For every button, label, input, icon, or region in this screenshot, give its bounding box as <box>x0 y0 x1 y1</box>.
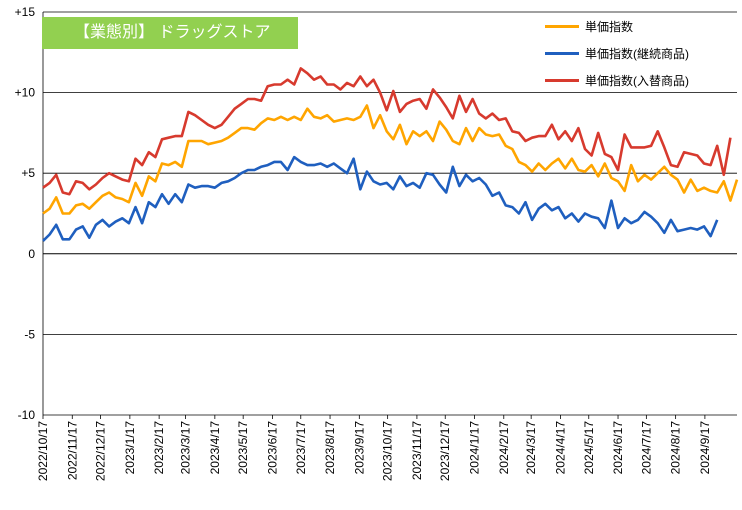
legend-label-continuing: 単価指数(継続商品) <box>585 46 689 61</box>
x-tick-label: 2024/9/17 <box>698 421 712 475</box>
y-tick-labels: +15 +10 +5 0 -5 -10 <box>15 5 36 422</box>
x-tick-label: 2024/4/17 <box>553 421 567 475</box>
legend-label-unit-price: 単価指数 <box>585 19 634 34</box>
x-tick-label: 2023/5/17 <box>236 421 250 475</box>
series-line-0 <box>42 104 739 215</box>
x-tick-label: 2024/1/17 <box>468 421 482 475</box>
legend-item-continuing: 単価指数(継続商品) <box>545 41 689 65</box>
x-tick-label: 2023/7/17 <box>294 421 308 475</box>
x-tick-label: 2023/10/17 <box>381 421 395 481</box>
x-tick-label: 2023/12/17 <box>438 421 452 481</box>
x-tick-label: 2023/8/17 <box>323 421 337 475</box>
x-tick-label: 2022/12/17 <box>94 421 108 481</box>
legend-item-unit-price: 単価指数 <box>545 14 689 38</box>
x-tick-label: 2022/10/17 <box>36 421 50 481</box>
x-tick-label: 2023/11/17 <box>410 421 424 480</box>
x-tick-label: 2023/9/17 <box>352 421 366 475</box>
x-tick-label: 2024/3/17 <box>524 421 538 475</box>
series-line-1 <box>42 155 719 242</box>
y-tick-label: +10 <box>15 86 36 100</box>
legend: 単価指数 単価指数(継続商品) 単価指数(入替商品) <box>545 14 689 95</box>
y-tick-label: -5 <box>24 327 35 341</box>
x-tick-label: 2024/6/17 <box>611 421 625 475</box>
x-tick-label: 2022/11/17 <box>65 421 79 480</box>
series-line-2 <box>42 67 732 196</box>
x-tick-label: 2024/8/17 <box>669 421 683 475</box>
legend-item-replacement: 単価指数(入替商品) <box>545 68 689 92</box>
series-lines <box>42 67 739 242</box>
legend-swatch-unit-price <box>545 24 579 28</box>
y-tick-label: 0 <box>28 247 35 261</box>
y-tick-label: +5 <box>21 166 35 180</box>
x-tick-labels: 2022/10/17 2022/11/17 2022/12/17 2023/1/17 2… <box>36 415 712 481</box>
chart-title: 【業態別】 ドラッグストア <box>42 17 298 49</box>
x-tick-label: 2023/6/17 <box>265 421 279 475</box>
x-tick-label: 2024/7/17 <box>639 421 653 475</box>
x-tick-label: 2024/5/17 <box>582 421 596 475</box>
legend-swatch-continuing <box>545 51 579 55</box>
legend-swatch-replacement <box>545 78 579 82</box>
y-tick-label: -10 <box>18 408 36 422</box>
x-tick-label: 2023/4/17 <box>208 421 222 475</box>
x-tick-label: 2023/3/17 <box>179 421 193 475</box>
y-tick-label: +15 <box>15 5 36 19</box>
x-tick-label: 2023/2/17 <box>152 421 166 475</box>
x-tick-label: 2023/1/17 <box>123 421 137 475</box>
x-tick-label: 2024/2/17 <box>497 421 511 475</box>
legend-label-replacement: 単価指数(入替商品) <box>585 73 689 88</box>
